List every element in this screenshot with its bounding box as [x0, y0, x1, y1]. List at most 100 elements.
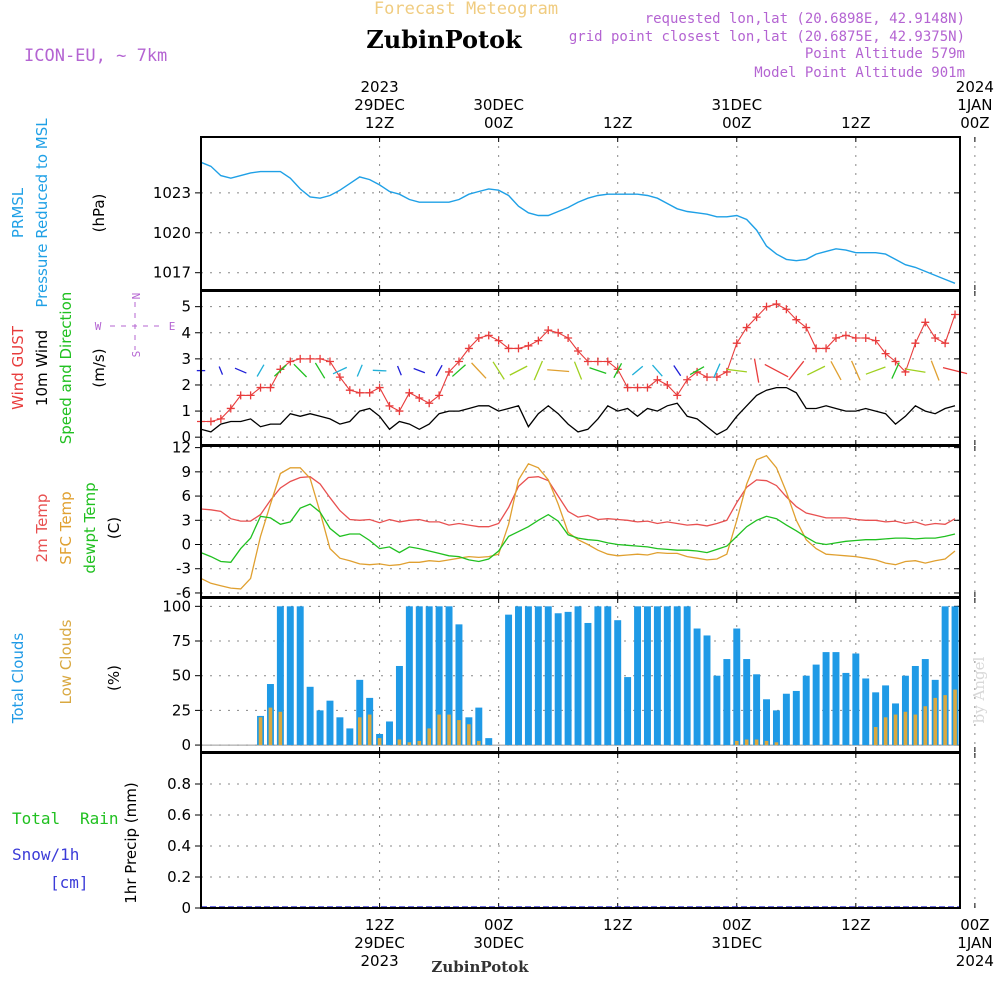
total-cloud-bar	[346, 728, 354, 746]
gust-marker	[911, 339, 920, 348]
pressure-label-unit: (hPa)	[90, 194, 108, 233]
precip-panel: 0 0.2 0.4 0.6 0.8	[167, 752, 976, 917]
wind-arrow	[509, 365, 528, 376]
gust-marker	[703, 373, 711, 382]
top-time-label: 00Z	[960, 114, 989, 132]
low-cloud-bar	[447, 714, 451, 746]
total-cloud-bar	[415, 606, 423, 746]
requested-coords: requested lon,lat (20.6898E, 42.9148N)	[645, 11, 965, 27]
bottom-time-label: 00Z	[960, 916, 989, 934]
wind-arrow	[435, 364, 443, 377]
total-cloud-bar	[653, 606, 661, 746]
wind-arrow	[332, 366, 348, 375]
gust-line	[201, 303, 956, 423]
total-cloud-bar	[455, 624, 463, 746]
wind-arrow	[753, 358, 760, 383]
point-altitude: Point Altitude 579m	[805, 46, 965, 62]
low-cloud-bar	[933, 697, 937, 746]
total-cloud-bar	[901, 675, 909, 746]
wind-arrow	[905, 368, 926, 373]
gust-marker	[633, 383, 642, 392]
wind-arrow	[471, 362, 487, 379]
total-cloud-bar	[276, 606, 284, 746]
wind-line	[200, 386, 956, 436]
gust-marker	[583, 357, 592, 366]
wind-arrow	[451, 364, 466, 377]
top-time-label: 00Z	[722, 114, 751, 132]
wind-unit-label: (m/s)	[90, 348, 108, 387]
compass-w: W	[95, 320, 102, 333]
low-cloud-bar	[457, 720, 461, 746]
wind-arrow	[234, 367, 247, 374]
total-cloud-bar	[356, 679, 364, 746]
temp-sfc-label: SFC Temp	[57, 491, 75, 564]
bottom-time-label: 29DEC	[354, 934, 405, 952]
y-tick-label: 100	[162, 597, 191, 615]
wind-gust-label: Wind GUST	[9, 325, 27, 410]
total-cloud-bar	[485, 738, 493, 746]
gust-marker	[772, 300, 781, 309]
total-cloud-bar	[842, 672, 850, 746]
total-cloud-bar	[306, 686, 314, 746]
gust-marker	[554, 328, 563, 337]
total-cloud-bar	[574, 606, 582, 746]
model-altitude: Model Point Altitude 901m	[754, 65, 965, 81]
total-cloud-bar	[624, 677, 632, 746]
clouds-unit-label: (%)	[105, 665, 123, 691]
total-cloud-bar	[634, 606, 642, 746]
low-cloud-bar	[883, 717, 888, 746]
y-tick-label: 9	[181, 463, 191, 481]
temp-2m-label: 2m Temp	[33, 494, 51, 563]
low-cloud-bar	[258, 717, 263, 746]
gust-marker	[325, 357, 334, 366]
gust-marker	[375, 383, 384, 392]
gust-marker	[871, 336, 880, 345]
wind-arrow	[314, 362, 326, 379]
top-time-label: 30DEC	[473, 96, 524, 114]
bottom-time-label: 31DEC	[711, 934, 762, 952]
bottom-time-label: 1JAN	[957, 934, 992, 952]
watermark: by Angel	[970, 656, 988, 723]
wind-arrow	[273, 364, 287, 377]
bottom-time-label: 12Z	[603, 916, 632, 934]
gust-marker	[206, 417, 215, 426]
top-time-label: 12Z	[365, 114, 394, 132]
wind-arrow	[726, 368, 747, 373]
total-cloud-bar	[435, 606, 443, 746]
closest-coords: grid point closest lon,lat (20.6875E, 42…	[569, 29, 965, 45]
y-tick-label: 3	[181, 511, 191, 529]
top-time-label: 12Z	[603, 114, 632, 132]
gust-marker	[286, 357, 295, 366]
y-tick-label: 2	[181, 376, 191, 394]
y-tick-label: 0	[181, 899, 191, 917]
y-tick-label: 12	[172, 439, 191, 457]
gust-marker	[316, 354, 325, 363]
low-cloud-bar	[774, 742, 779, 746]
total-cloud-bar	[832, 652, 840, 746]
y-tick-label: 50	[172, 667, 191, 685]
wind-arrow	[713, 363, 721, 378]
y-tick-label: 0	[181, 536, 191, 554]
clouds-low-label: Low Clouds	[57, 619, 75, 704]
panel-border	[200, 290, 961, 446]
low-cloud-bar	[943, 695, 947, 746]
gust-marker	[246, 391, 255, 400]
gust-marker	[306, 354, 315, 363]
wind-arrow	[218, 366, 224, 375]
gust-marker	[524, 341, 533, 350]
gust-marker	[653, 375, 662, 384]
wind-arrow	[689, 366, 705, 376]
clouds-panel: 0 25 50 75 100	[162, 597, 976, 754]
total-cloud-bar	[405, 606, 413, 746]
compass-n: N	[130, 293, 143, 300]
total-cloud-bar	[534, 606, 542, 746]
wind-arrow	[652, 364, 663, 377]
precip-snow-label: Snow/1h	[12, 845, 79, 864]
gust-marker	[216, 414, 225, 423]
total-cloud-bar	[336, 717, 344, 746]
low-cloud-bar	[278, 711, 283, 746]
low-cloud-bar	[367, 714, 372, 746]
gust-marker	[256, 383, 265, 392]
gust-marker	[732, 339, 741, 348]
location-title: ZubinPotok	[366, 25, 523, 54]
